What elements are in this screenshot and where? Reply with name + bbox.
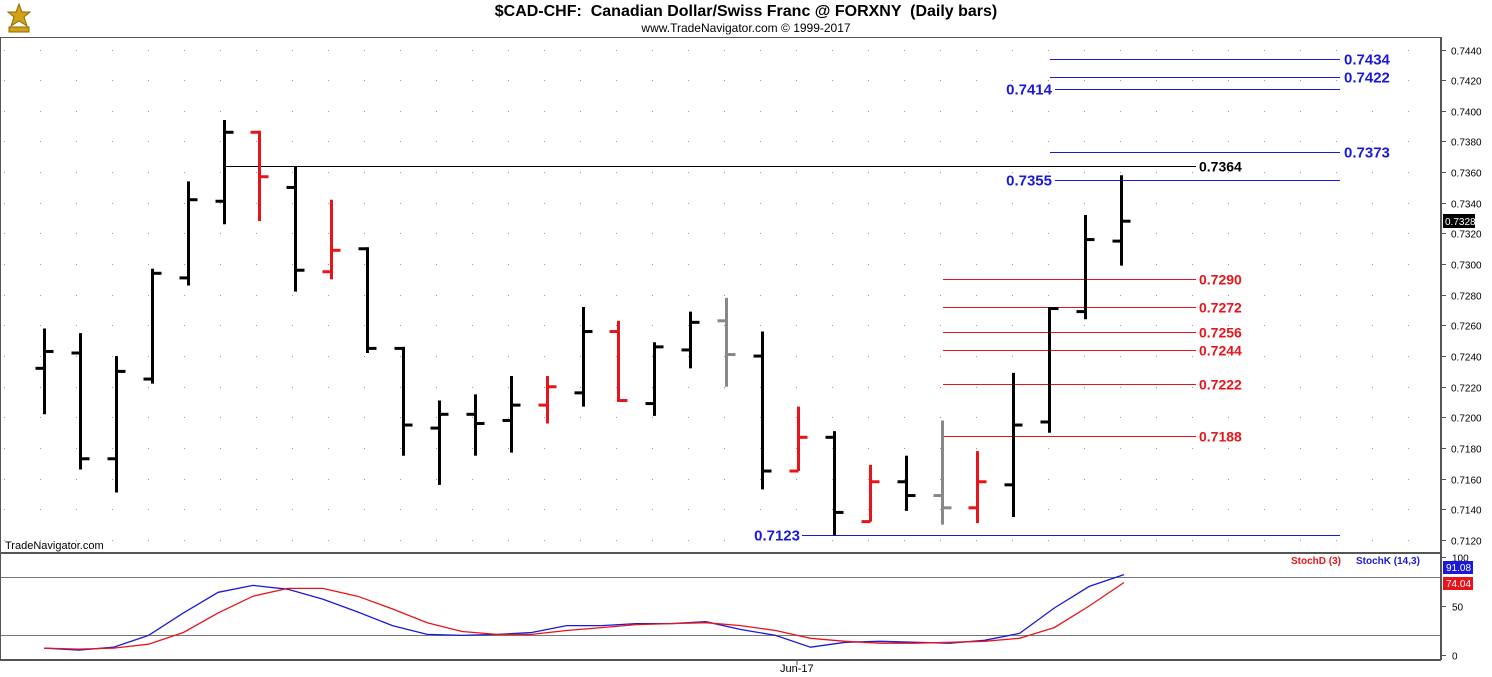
price-tick-label: 0.7160 <box>1451 476 1482 487</box>
ohlc-bar <box>645 342 664 416</box>
price-tick-label: 0.7300 <box>1451 261 1482 272</box>
stoch-tick-label: 100 <box>1452 554 1469 565</box>
x-axis-label: Jun-17 <box>780 663 814 675</box>
ohlc-bar <box>35 328 54 415</box>
stochastic-panel <box>0 553 1441 660</box>
level-label: 0.7188 <box>1199 429 1242 445</box>
level-label: 0.7373 <box>1344 145 1390 162</box>
price-tick-label: 0.7440 <box>1451 47 1482 58</box>
ohlc-bar <box>609 320 628 403</box>
price-tick-label: 0.7260 <box>1451 322 1482 333</box>
last-price-label: 0.7328 <box>1445 217 1476 228</box>
ohlc-bar <box>466 394 485 456</box>
level-label: 0.7244 <box>1199 343 1242 359</box>
price-axis: 0.7120 0.7140 0.7160 0.7180 0.7200 0.7220 0.72… <box>1441 47 1482 548</box>
stoch-d-legend: StochD (3) <box>1291 556 1341 567</box>
ohlc-bar <box>717 297 736 387</box>
stochastic-axis: 100 50 0 <box>1441 554 1469 663</box>
ohlc-bar <box>753 331 772 490</box>
level-label: 0.7422 <box>1344 70 1390 87</box>
price-tick-label: 0.7220 <box>1451 384 1482 395</box>
stoch-k-last-label: 91.08 <box>1446 563 1471 574</box>
stoch-d-last-box <box>1443 577 1473 590</box>
price-tick-label: 0.7320 <box>1451 230 1482 241</box>
ohlc-bar <box>394 346 413 456</box>
ohlc-bar <box>107 356 126 493</box>
ohlc-bar <box>968 451 987 524</box>
ohlc-bar <box>358 247 377 353</box>
ohlc-bar <box>1112 175 1131 266</box>
ohlc-bar <box>933 420 952 525</box>
level-label: 0.7290 <box>1199 272 1242 288</box>
ohlc-bar <box>502 375 521 453</box>
stoch-tick-label: 0 <box>1452 652 1458 663</box>
ohlc-bar <box>861 464 880 524</box>
level-label: 0.7414 <box>1006 82 1053 99</box>
stoch-k-last-box <box>1443 561 1473 574</box>
stochastic-lines <box>1 573 1440 651</box>
ohlc-bar <box>143 268 162 384</box>
stoch_d-line <box>43 581 1125 650</box>
ohlc-bar <box>825 431 844 536</box>
price-tick-label: 0.7240 <box>1451 353 1482 364</box>
ohlc-bar <box>1004 372 1023 518</box>
price-tick-label: 0.7380 <box>1451 138 1482 149</box>
ohlc-bar <box>897 455 916 511</box>
price-tick-label: 0.7180 <box>1451 445 1482 456</box>
ohlc-bar <box>574 307 593 407</box>
level-label: 0.7272 <box>1199 300 1242 316</box>
price-tick-label: 0.7360 <box>1451 169 1482 180</box>
level-label: 0.7222 <box>1199 377 1242 393</box>
ohlc-bar <box>681 311 700 369</box>
price-tick-label: 0.7200 <box>1451 414 1482 425</box>
ohlc-bar <box>250 130 269 222</box>
level-label: 0.7434 <box>1344 52 1391 69</box>
price-tick-label: 0.7120 <box>1451 537 1482 548</box>
trade-navigator-logo-icon <box>6 2 32 33</box>
ohlc-bar <box>71 333 90 470</box>
price-bars <box>35 120 1131 536</box>
last-price-box <box>1443 214 1475 228</box>
stoch-d-last-label: 74.04 <box>1446 579 1471 590</box>
ohlc-bar <box>286 165 305 292</box>
watermark: TradeNavigator.com <box>5 540 104 552</box>
stoch-tick-label: 50 <box>1452 603 1464 614</box>
ohlc-bar <box>430 400 449 485</box>
level-label: 0.7256 <box>1199 325 1242 341</box>
ohlc-bar <box>1076 215 1095 320</box>
ohlc-bar <box>1040 307 1059 433</box>
ohlc-bar <box>538 375 557 424</box>
level-label: 0.7364 <box>1199 159 1242 175</box>
chart-title: $CAD-CHF: Canadian Dollar/Swiss Franc @ … <box>494 3 998 20</box>
chart-subtitle: www.TradeNavigator.com © 1999-2017 <box>641 21 851 35</box>
level-label: 0.7355 <box>1006 173 1052 190</box>
price-tick-label: 0.7140 <box>1451 506 1482 517</box>
ohlc-bar <box>179 181 198 286</box>
price-tick-label: 0.7280 <box>1451 292 1482 303</box>
ohlc-bar <box>789 406 808 473</box>
stoch-k-legend: StochK (14,3) <box>1356 556 1420 567</box>
chart-header: $CAD-CHF: Canadian Dollar/Swiss Franc @ … <box>0 0 1492 37</box>
price-tick-label: 0.7400 <box>1451 108 1482 119</box>
price-tick-label: 0.7340 <box>1451 200 1482 211</box>
ohlc-bar <box>215 120 234 225</box>
ohlc-bar <box>322 199 341 280</box>
price-tick-label: 0.7420 <box>1451 77 1482 88</box>
price-panel <box>0 37 1441 553</box>
level-label: 0.7123 <box>754 528 800 545</box>
